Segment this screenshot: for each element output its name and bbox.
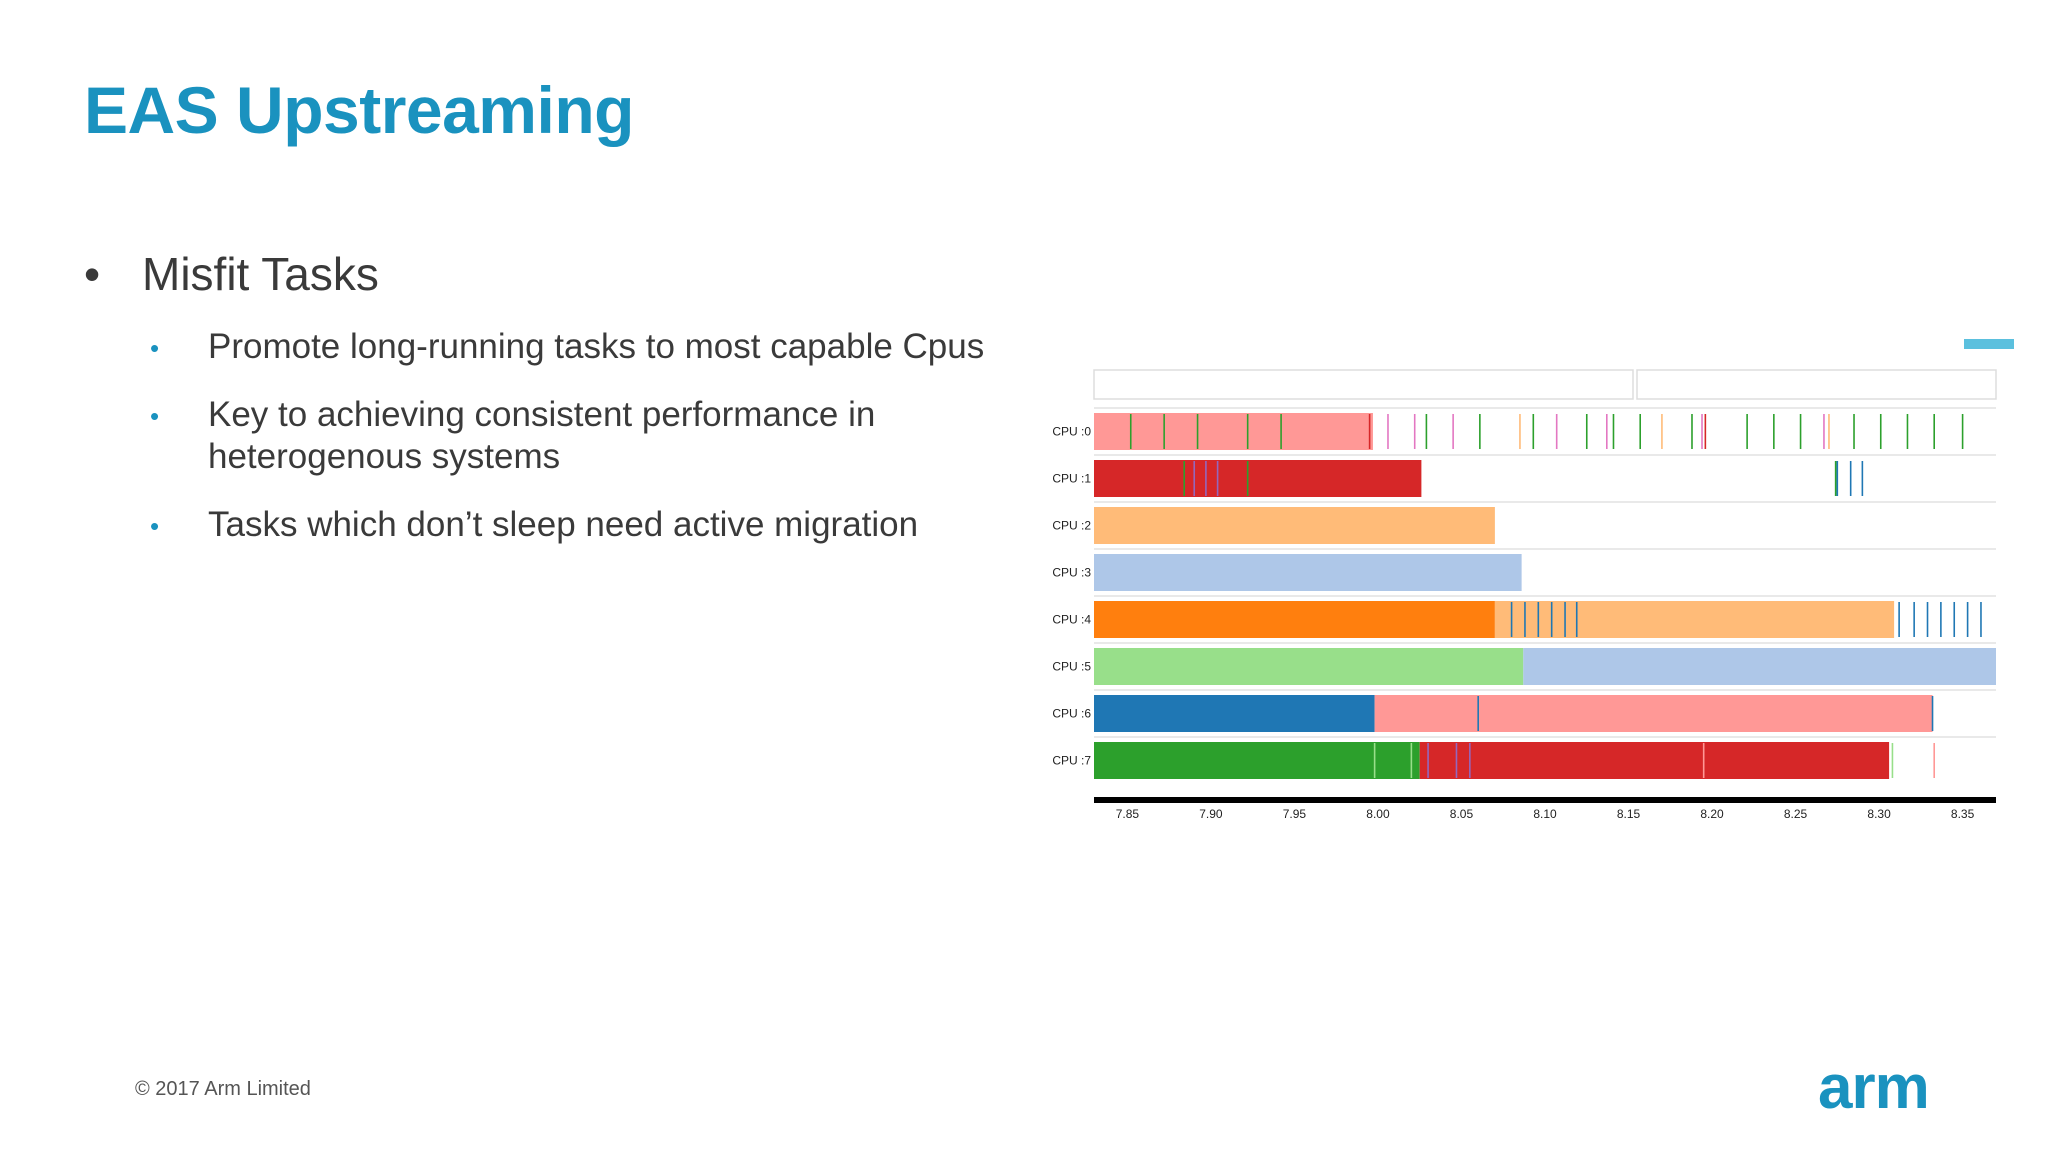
cpu-row-label: CPU :7 [1052, 754, 1091, 768]
task-segment [1094, 601, 1495, 638]
slide-title: EAS Upstreaming [84, 73, 634, 147]
task-segment [1094, 742, 1420, 779]
sub-bullet-text: Key to achieving consistent performance … [208, 395, 876, 476]
cpu-row-label: CPU :1 [1052, 472, 1091, 486]
task-segment [1094, 507, 1495, 544]
x-tick-label: 8.30 [1867, 807, 1891, 821]
x-tick-label: 7.95 [1283, 807, 1307, 821]
cpu-timeline-chart: CPU :0 CPU :1 CPU :2 CPU :3 CPU :4 CPU :5 CPU … [1052, 339, 2014, 821]
sub-bullet-list: • Promote long-running tasks to most cap… [84, 326, 1024, 546]
sub-bullet-item: • Key to achieving consistent performanc… [150, 394, 968, 478]
cpu-row-label: CPU :5 [1052, 660, 1091, 674]
sub-bullet-dot: • [150, 511, 160, 541]
bullet-dot: • [84, 248, 101, 300]
task-segment [1094, 413, 1373, 450]
sub-bullet-item: • Tasks which don’t sleep need active mi… [150, 504, 1024, 546]
task-segment [1094, 554, 1522, 591]
task-segment [1419, 742, 1890, 779]
arm-logo: arm [1818, 1053, 1930, 1122]
bullet-text: Misfit Tasks [142, 248, 379, 300]
x-tick-label: 8.05 [1450, 807, 1474, 821]
x-tick-label: 7.90 [1199, 807, 1223, 821]
x-tick-label: 7.85 [1116, 807, 1140, 821]
task-segment [1094, 460, 1422, 497]
sub-bullet-text: Tasks which don’t sleep need active migr… [208, 505, 919, 544]
chart-x-axis: 7.85 7.90 7.95 8.00 8.05 8.10 8.15 8.20 8.25 8.30… [1094, 797, 1996, 821]
chart-segments [1094, 413, 1996, 779]
task-segment [1094, 648, 1524, 685]
sub-bullet-dot: • [150, 333, 160, 363]
x-tick-label: 8.35 [1951, 807, 1975, 821]
task-segment [1494, 601, 1895, 638]
x-tick-label: 8.20 [1700, 807, 1724, 821]
cpu-row-label: CPU :0 [1052, 425, 1091, 439]
cpu-row-label: CPU :3 [1052, 566, 1091, 580]
cpu-row-label: CPU :4 [1052, 613, 1091, 627]
bullet-list: • Misfit Tasks • Promote long-running ta… [84, 246, 1024, 572]
chart-rows: CPU :0 CPU :1 CPU :2 CPU :3 CPU :4 CPU :5 CPU … [1052, 407, 1996, 768]
x-tick-label: 8.15 [1617, 807, 1641, 821]
cpu-row-label: CPU :2 [1052, 519, 1091, 533]
task-segment [1374, 695, 1933, 732]
x-tick-label: 8.10 [1533, 807, 1557, 821]
sub-bullet-dot: • [150, 401, 160, 431]
sub-bullet-item: • Promote long-running tasks to most cap… [150, 326, 1024, 368]
x-tick-label: 8.25 [1784, 807, 1808, 821]
x-tick-label: 8.00 [1366, 807, 1390, 821]
copyright-footer: © 2017 Arm Limited [135, 1078, 311, 1100]
sub-bullet-text: Promote long-running tasks to most capab… [208, 327, 985, 366]
task-segment [1523, 648, 1996, 685]
cpu-row-label: CPU :6 [1052, 707, 1091, 721]
chart-range-box-right [1636, 369, 1997, 400]
chart-accent-tab [1964, 339, 2014, 349]
chart-events [1129, 414, 1982, 778]
bullet-item: • Misfit Tasks [84, 246, 1024, 302]
task-segment [1094, 695, 1375, 732]
chart-range-box-left [1093, 369, 1634, 400]
